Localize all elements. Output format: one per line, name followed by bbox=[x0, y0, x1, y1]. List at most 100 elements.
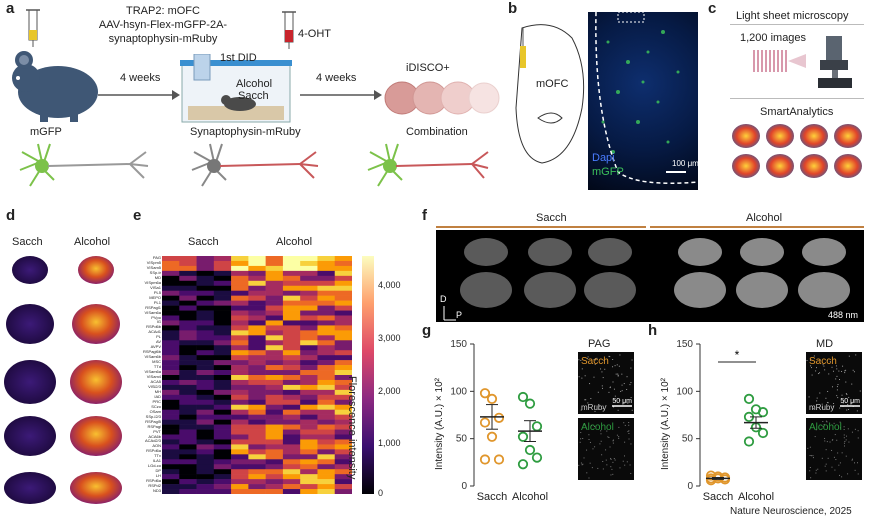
heatmap-cell bbox=[300, 434, 318, 440]
alcohol-label-e: Alcohol bbox=[276, 236, 313, 248]
row-label: VISpm6a bbox=[144, 279, 161, 285]
heatmap-cell bbox=[282, 310, 301, 316]
inset-speckle bbox=[841, 452, 843, 454]
heatmap-cell bbox=[317, 394, 336, 401]
inset-speckle bbox=[857, 462, 859, 464]
inset-speckle bbox=[841, 394, 843, 396]
inset-speckle bbox=[630, 397, 632, 399]
heatmap-cell bbox=[162, 489, 180, 494]
heatmap-cell bbox=[196, 479, 215, 485]
inset-speckle bbox=[857, 430, 859, 432]
heatmap-cell bbox=[317, 454, 336, 460]
y-tick-label: 50 bbox=[456, 434, 468, 445]
heatmap-cell bbox=[334, 429, 352, 435]
inset-speckle bbox=[821, 406, 823, 408]
heatmap-cell bbox=[248, 484, 266, 490]
heatmap-cell bbox=[300, 394, 318, 401]
inset-speckle bbox=[839, 427, 841, 429]
panel-h: 150 100 50 0 Sacch Alcohol * Sacch Alcohol mRuby 5… bbox=[656, 330, 870, 510]
heatmap-cell bbox=[282, 370, 301, 376]
heatmap-cell bbox=[213, 479, 232, 485]
heatmap-cell bbox=[300, 404, 318, 411]
inset-speckle bbox=[815, 370, 817, 372]
heatmap-cell bbox=[248, 345, 266, 351]
inset-bottom-label: Alcohol bbox=[809, 422, 842, 433]
heatmap-cell bbox=[317, 270, 336, 277]
heatmap-cell bbox=[196, 305, 215, 311]
heatmap-cell bbox=[248, 315, 266, 321]
heatmap-cell bbox=[196, 270, 215, 277]
heatmap-cell bbox=[317, 464, 336, 470]
inset-speckle bbox=[612, 439, 614, 441]
inset-speckle bbox=[839, 407, 841, 409]
inset-speckle bbox=[811, 374, 813, 376]
row-label: VISam6a bbox=[144, 369, 161, 375]
panel-letter-e: e bbox=[133, 207, 142, 224]
y-tick-label: 100 bbox=[676, 386, 693, 397]
panel-c: Light sheet microscopy 1,200 images Smar… bbox=[720, 10, 868, 190]
heatmap-cell bbox=[300, 479, 318, 485]
heatmap-cell bbox=[248, 270, 266, 277]
heatmap-cell bbox=[282, 265, 301, 272]
heatmap-cell bbox=[162, 474, 180, 480]
heatmap-cell bbox=[179, 489, 197, 494]
inset-speckle bbox=[612, 440, 614, 442]
heatmap-cell bbox=[248, 300, 266, 306]
heatmap-cell bbox=[196, 300, 215, 306]
heatmap-cell bbox=[282, 489, 301, 494]
heatmap-cell bbox=[213, 310, 232, 316]
green-cells-overlay bbox=[595, 12, 698, 184]
heatmap-cell bbox=[231, 320, 249, 326]
heatmap-cell bbox=[213, 474, 232, 480]
row-label: RSPd6a bbox=[146, 478, 161, 484]
inset-speckle bbox=[827, 402, 829, 404]
heatmap-cell bbox=[231, 365, 249, 371]
syringe-icon bbox=[282, 11, 296, 49]
inset-speckle bbox=[607, 436, 609, 438]
ylabel-h: Intensity (A.U.) × 10² bbox=[660, 378, 671, 470]
heatmap-cell bbox=[179, 484, 197, 490]
inset-speckle bbox=[853, 462, 855, 464]
heatmap-cell bbox=[248, 414, 266, 420]
inset-speckle bbox=[631, 359, 633, 361]
heatmap-cell bbox=[162, 365, 180, 371]
inset-speckle bbox=[592, 448, 594, 450]
heatmap-cell bbox=[179, 285, 197, 292]
heatmap-cell bbox=[334, 449, 352, 455]
row-label: VISam5 bbox=[146, 264, 161, 270]
footer-citation: Nature Neuroscience, 2025 bbox=[730, 506, 852, 517]
heatmap-cell bbox=[213, 429, 232, 435]
inset-speckle bbox=[821, 403, 823, 405]
inset-speckle bbox=[814, 436, 816, 438]
heatmap-cell bbox=[231, 379, 249, 386]
heatmap-cell bbox=[196, 256, 215, 262]
heatmap-cell bbox=[196, 340, 215, 346]
heatmap-cell bbox=[196, 265, 215, 272]
heatmap-cell bbox=[334, 256, 352, 262]
heatmap-cell bbox=[265, 404, 284, 411]
row-label: SCzo bbox=[151, 403, 161, 409]
heatmap-cell bbox=[213, 379, 232, 386]
inset-speckle bbox=[593, 376, 595, 378]
heatmap-cell bbox=[317, 459, 336, 465]
inset-speckle bbox=[584, 424, 586, 426]
heatmap-cell bbox=[231, 285, 249, 292]
inset-speckle bbox=[623, 383, 625, 385]
construct-line-3: synaptophysin-mRuby bbox=[108, 33, 218, 45]
alcohol-label-a: Alcohol bbox=[236, 78, 273, 90]
heatmap-cell bbox=[317, 305, 336, 311]
inset-speckle bbox=[851, 403, 853, 405]
heatmap-grid bbox=[162, 256, 352, 494]
data-point bbox=[486, 393, 498, 405]
heatmap-cell bbox=[231, 454, 249, 460]
heatmap-cell bbox=[162, 419, 180, 425]
heatmap-cell bbox=[282, 320, 301, 326]
heatmap-cell bbox=[196, 394, 215, 401]
inset-speckle bbox=[836, 439, 838, 441]
heatmap-cell bbox=[213, 444, 232, 450]
sacch-label-d: Sacch bbox=[12, 236, 43, 248]
inset-speckle bbox=[594, 446, 596, 448]
heatmap-cell bbox=[213, 489, 232, 494]
heatmap-cell bbox=[231, 375, 249, 381]
inset-speckle bbox=[588, 477, 590, 479]
